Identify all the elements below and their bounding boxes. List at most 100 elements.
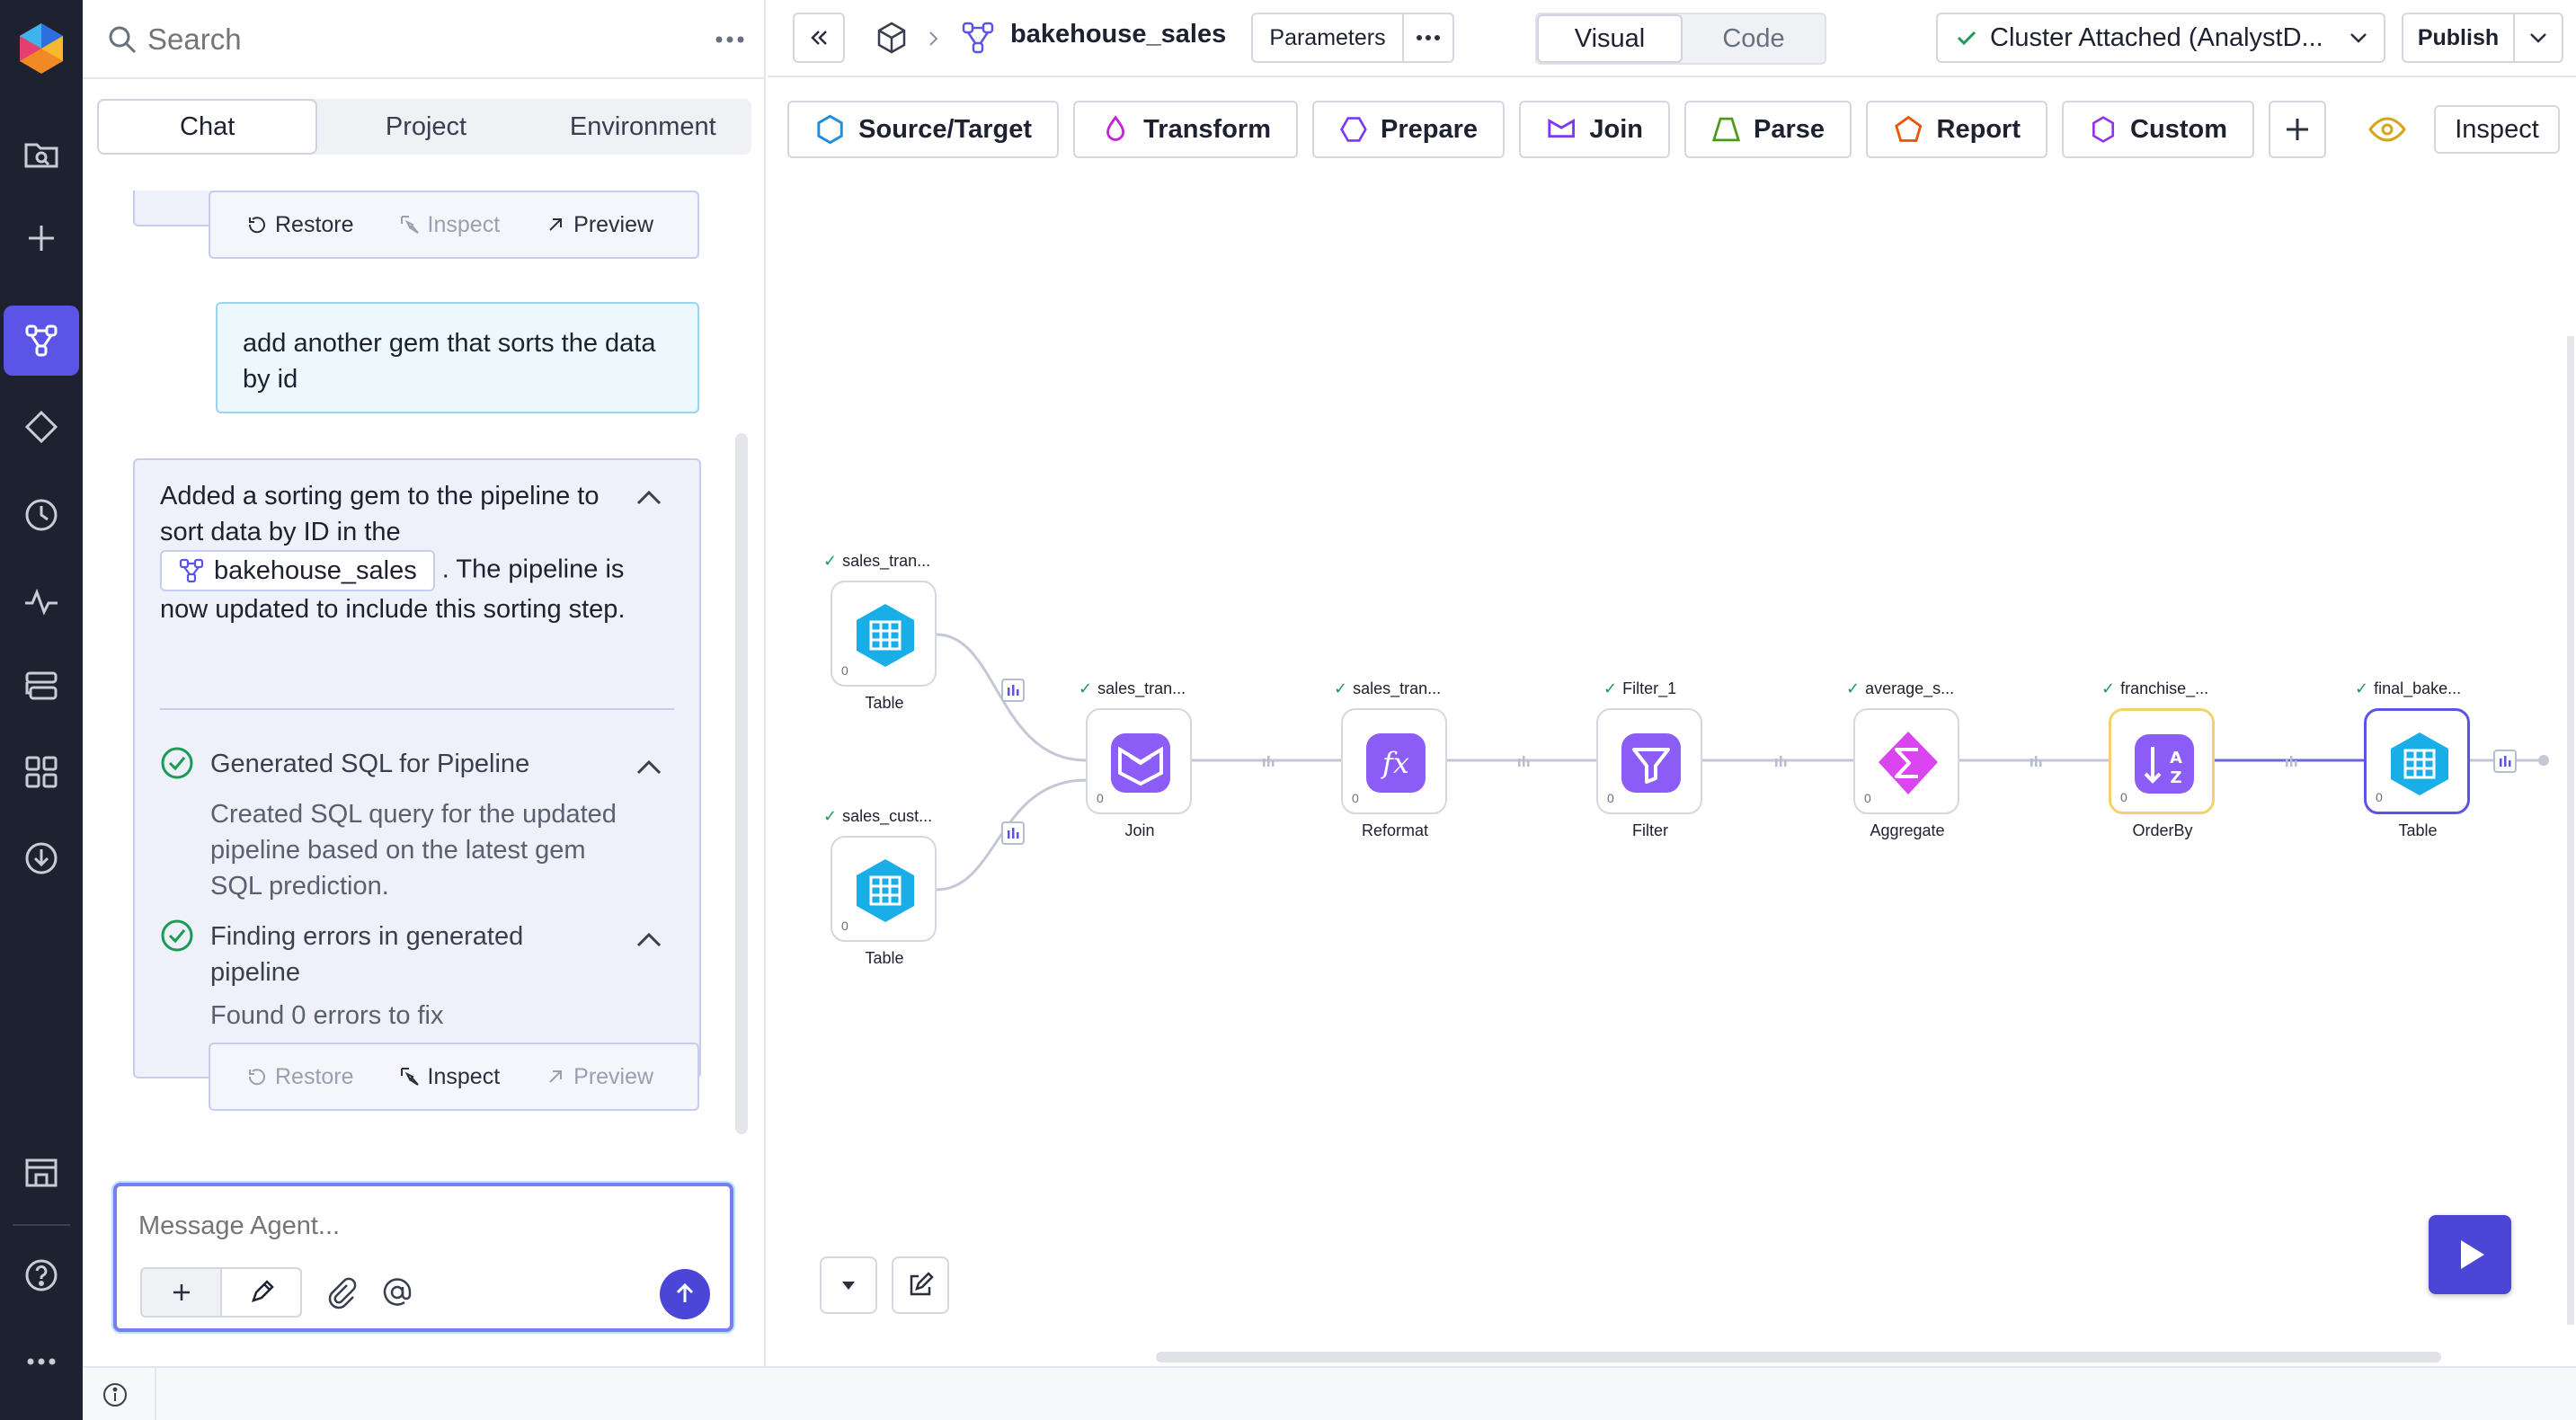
edge-data-preview[interactable] [2493, 750, 2517, 773]
check-circle-icon [161, 747, 193, 779]
publish-options-button[interactable] [2513, 13, 2563, 63]
tab-code[interactable]: Code [1722, 23, 1785, 53]
inspect-button[interactable]: Inspect [399, 1064, 500, 1090]
hexagon-vertical-icon [2092, 116, 2115, 143]
pipeline-reference-pill[interactable]: bakehouse_sales [160, 550, 435, 591]
restore-icon [248, 217, 265, 234]
prepare-button[interactable]: Prepare [1312, 101, 1505, 158]
canvas-collapse-button[interactable] [820, 1256, 877, 1314]
search-input[interactable] [147, 18, 651, 61]
pipeline-menu-button[interactable] [1402, 13, 1454, 63]
preview-button[interactable]: Preview [545, 1064, 653, 1090]
filter-icon [1621, 733, 1681, 793]
gem-icon [24, 410, 58, 444]
message-input[interactable] [138, 1206, 696, 1246]
gem-reformat[interactable]: fx 0 [1341, 708, 1447, 814]
report-button[interactable]: Report [1866, 101, 2047, 158]
rail-help-button[interactable] [4, 1240, 79, 1310]
pipeline-title[interactable]: bakehouse_sales [1010, 20, 1227, 49]
run-pipeline-button[interactable] [2429, 1215, 2511, 1294]
source-target-button[interactable]: Source/Target [787, 101, 1059, 158]
rail-marketplace-button[interactable] [4, 1138, 79, 1208]
mention-icon[interactable] [379, 1274, 415, 1310]
bar-chart-icon[interactable] [2281, 751, 2301, 771]
add-mode-button[interactable] [142, 1269, 220, 1316]
chat-scrollbar[interactable] [735, 433, 748, 1134]
eye-icon[interactable] [2367, 113, 2407, 146]
inspect-button[interactable]: Inspect [399, 212, 500, 238]
gem-source-table[interactable]: 0 [831, 836, 937, 942]
deploy-icon [25, 671, 58, 700]
tab-visual[interactable]: Visual [1537, 14, 1683, 63]
arrow-up-right-icon [549, 1070, 563, 1083]
add-gem-button[interactable] [2269, 101, 2326, 158]
parse-button[interactable]: Parse [1684, 101, 1852, 158]
gem-target-table[interactable]: 0 [2364, 708, 2470, 814]
preview-button[interactable]: Preview [545, 212, 653, 238]
chat-history[interactable]: Restore Inspect Preview [83, 191, 764, 1161]
previous-agent-message [133, 191, 214, 226]
rail-more-button[interactable] [4, 1327, 79, 1397]
plus-icon [2287, 119, 2308, 140]
gem-filter[interactable]: 0 [1596, 708, 1702, 814]
chevron-up-icon[interactable] [635, 759, 663, 777]
rail-pipeline-button[interactable] [4, 306, 79, 376]
transform-button[interactable]: Transform [1073, 101, 1298, 158]
cluster-selector[interactable]: Cluster Attached (AnalystD... [1936, 13, 2385, 63]
custom-button[interactable]: Custom [2062, 101, 2254, 158]
bar-chart-icon[interactable] [1258, 751, 1278, 771]
gem-label: ✓ final_bake... [2355, 679, 2462, 697]
edge-data-preview[interactable] [1001, 679, 1025, 702]
edit-mode-button[interactable] [220, 1269, 300, 1316]
rail-browse-button[interactable] [4, 119, 79, 189]
canvas-edit-button[interactable] [892, 1256, 949, 1314]
status-bar-divider [155, 1368, 156, 1420]
restore-button[interactable]: Restore [246, 1064, 354, 1090]
gem-label: ✓ average_s... [1846, 679, 1955, 697]
bar-chart-icon[interactable] [1514, 751, 1533, 771]
paperclip-icon[interactable] [324, 1274, 360, 1310]
bar-chart-icon[interactable] [2026, 751, 2046, 771]
bar-chart-icon [2500, 756, 2511, 767]
info-icon[interactable] [101, 1380, 129, 1409]
rail-create-button[interactable] [4, 203, 79, 273]
check-circle-icon [161, 919, 193, 952]
rail-observability-button[interactable] [4, 566, 79, 636]
chevron-up-icon[interactable] [635, 931, 663, 949]
join-button[interactable]: Join [1519, 101, 1670, 158]
rail-gems-button[interactable] [4, 392, 79, 462]
tab-project[interactable]: Project [385, 111, 467, 141]
more-options-icon[interactable] [712, 27, 748, 52]
pipeline-icon [25, 324, 58, 357]
logo-icon[interactable] [13, 20, 70, 77]
gem-source-table[interactable]: 0 [831, 581, 937, 687]
rail-history-button[interactable] [4, 480, 79, 550]
tab-chat[interactable]: Chat [97, 99, 318, 155]
canvas-horizontal-scrollbar[interactable] [1156, 1352, 2441, 1362]
bar-chart-icon[interactable] [1771, 751, 1790, 771]
pentagon-icon [1895, 115, 1923, 142]
inspect-toolbar-button[interactable]: Inspect [2434, 105, 2560, 154]
edge-data-preview[interactable] [1001, 821, 1025, 845]
gem-aggregate[interactable]: 0 [1853, 708, 1959, 814]
gem-type-label: OrderBy [2132, 821, 2193, 839]
tab-environment[interactable]: Environment [569, 111, 716, 141]
more-icon [27, 1358, 56, 1365]
rail-download-button[interactable] [4, 823, 79, 893]
chevron-up-icon[interactable] [635, 489, 663, 507]
restore-button[interactable]: Restore [246, 212, 354, 238]
collapse-panel-button[interactable] [793, 13, 845, 63]
project-cube-icon[interactable] [874, 20, 910, 56]
gem-label: ✓ sales_tran... [823, 552, 931, 570]
gem-join[interactable]: 0 [1086, 708, 1192, 814]
publish-button[interactable]: Publish [2402, 13, 2515, 63]
rail-deploy-button[interactable] [4, 651, 79, 721]
check-icon: ✓ [1603, 679, 1618, 697]
canvas-vertical-scrollbar[interactable] [2567, 336, 2574, 1325]
rail-apps-button[interactable] [4, 737, 79, 807]
join-icon [1548, 118, 1575, 138]
send-button[interactable] [660, 1269, 710, 1319]
gem-label: ✓ sales_cust... [823, 807, 933, 825]
parameters-button[interactable]: Parameters [1251, 13, 1404, 63]
